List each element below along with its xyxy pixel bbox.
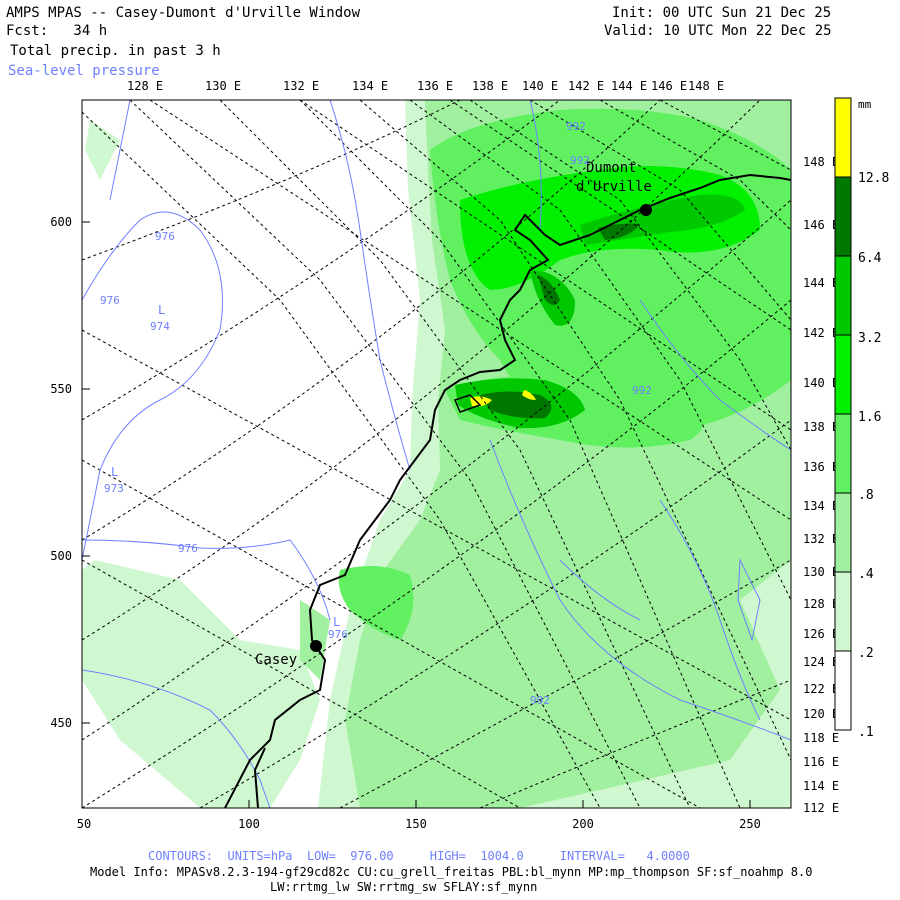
casey-station-dot: [310, 640, 322, 652]
svg-text:132 E: 132 E: [803, 532, 839, 546]
colorbar-labels: 12.8 6.4 3.2 1.6 .8 .4 .2 .1: [858, 171, 889, 740]
svg-text:600: 600: [50, 215, 72, 229]
svg-text:992: 992: [566, 120, 586, 133]
latlon-grid: [82, 100, 791, 808]
svg-text:450: 450: [50, 716, 72, 730]
svg-text:128 E: 128 E: [803, 597, 839, 611]
forecast-hour: Fcst: 34 h: [6, 23, 108, 39]
colorbar-unit: mm: [858, 98, 872, 111]
svg-text:.2: .2: [858, 646, 874, 661]
colorbar-box: [834, 334, 852, 415]
svg-text:140 E: 140 E: [803, 376, 839, 390]
svg-text:1.6: 1.6: [858, 410, 881, 425]
model-info: Model Info: MPASv8.2.3-194-gf29cd82c CU:…: [90, 865, 813, 879]
casey-label: Casey: [255, 652, 297, 668]
svg-text:126 E: 126 E: [803, 627, 839, 641]
svg-text:130 E: 130 E: [205, 79, 241, 93]
svg-text:500: 500: [50, 549, 72, 563]
svg-text:976: 976: [178, 542, 198, 555]
colorbar-box: [834, 176, 852, 257]
map-title: AMPS MPAS -- Casey-Dumont d'Urville Wind…: [6, 5, 361, 21]
svg-text:976: 976: [100, 294, 120, 307]
contour-labels: 976 976 974 973 976 976 992 992 992 992: [100, 120, 652, 707]
svg-text:L: L: [158, 303, 165, 317]
colorbar: mm 12.8 6.4 3.2 1.6 .8 .4 .2 .1: [834, 97, 889, 740]
svg-text:L: L: [333, 615, 340, 629]
coastline: [224, 173, 791, 808]
svg-text:150: 150: [405, 817, 427, 831]
svg-text:100: 100: [238, 817, 260, 831]
svg-text:200: 200: [572, 817, 594, 831]
svg-text:976: 976: [155, 230, 175, 243]
svg-text:142 E: 142 E: [568, 79, 604, 93]
svg-text:550: 550: [50, 382, 72, 396]
colorbar-box: [834, 97, 852, 178]
dumont-durville-station-dot: [640, 204, 652, 216]
svg-text:.8: .8: [858, 488, 874, 503]
svg-text:118 E: 118 E: [803, 731, 839, 745]
svg-text:132 E: 132 E: [283, 79, 319, 93]
top-longitude-labels: 128 E 130 E 132 E 134 E 136 E 138 E 140 …: [127, 79, 724, 93]
precip-shading: [82, 100, 791, 808]
svg-text:120 E: 120 E: [803, 707, 839, 721]
svg-text:6.4: 6.4: [858, 251, 882, 266]
svg-text:976: 976: [328, 628, 348, 641]
colorbar-box: [834, 650, 852, 731]
svg-text:130 E: 130 E: [803, 565, 839, 579]
right-longitude-labels: 148 E 146 E 144 E 142 E 140 E 138 E 136 …: [803, 155, 839, 815]
svg-text:144 E: 144 E: [803, 276, 839, 290]
svg-text:134 E: 134 E: [352, 79, 388, 93]
svg-text:973: 973: [104, 482, 124, 495]
svg-text:L: L: [111, 465, 118, 479]
overlay-name: Sea-level pressure: [8, 63, 160, 79]
svg-text:122 E: 122 E: [803, 682, 839, 696]
svg-text:112 E: 112 E: [803, 801, 839, 815]
svg-text:124 E: 124 E: [803, 655, 839, 669]
x-axis-labels: 50 100 150 200 250: [77, 817, 761, 831]
dumont-label-line1: Dumont: [586, 160, 637, 176]
valid-time: Valid: 10 UTC Mon 22 Dec 25: [604, 23, 832, 39]
svg-text:12.8: 12.8: [858, 171, 889, 186]
svg-text:146 E: 146 E: [651, 79, 687, 93]
svg-text:128 E: 128 E: [127, 79, 163, 93]
svg-text:146 E: 146 E: [803, 218, 839, 232]
svg-text:148 E: 148 E: [803, 155, 839, 169]
contours-info: CONTOURS: UNITS=hPa LOW= 976.00 HIGH= 10…: [148, 849, 690, 863]
init-time: Init: 00 UTC Sun 21 Dec 25: [612, 5, 832, 21]
svg-text:136 E: 136 E: [803, 460, 839, 474]
svg-text:114 E: 114 E: [803, 779, 839, 793]
svg-text:.4: .4: [858, 567, 874, 582]
pressure-contours: [82, 100, 791, 808]
svg-text:992: 992: [530, 694, 550, 707]
svg-text:3.2: 3.2: [858, 331, 881, 346]
axis-ticks: [81, 221, 751, 808]
colorbar-box: [834, 255, 852, 336]
field-name: Total precip. in past 3 h: [10, 43, 221, 59]
svg-text:.1: .1: [858, 725, 874, 740]
svg-text:144 E: 144 E: [611, 79, 647, 93]
svg-text:992: 992: [570, 154, 590, 167]
colorbar-box: [834, 413, 852, 494]
svg-text:148 E: 148 E: [688, 79, 724, 93]
svg-text:138 E: 138 E: [803, 420, 839, 434]
svg-text:992: 992: [632, 384, 652, 397]
svg-text:974: 974: [150, 320, 170, 333]
svg-text:116 E: 116 E: [803, 755, 839, 769]
dumont-label-line2: d'Urville: [576, 179, 652, 195]
svg-text:250: 250: [739, 817, 761, 831]
svg-text:136 E: 136 E: [417, 79, 453, 93]
y-axis-labels: 600 550 500 450: [50, 215, 72, 730]
map-frame: [81, 99, 792, 809]
colorbar-box: [834, 492, 852, 573]
svg-text:134 E: 134 E: [803, 499, 839, 513]
svg-text:142 E: 142 E: [803, 326, 839, 340]
low-pressure-markers: L L L: [111, 303, 340, 629]
svg-text:50: 50: [77, 817, 91, 831]
svg-text:138 E: 138 E: [472, 79, 508, 93]
colorbar-box: [834, 571, 852, 652]
model-info-2: LW:rrtmg_lw SW:rrtmg_sw SFLAY:sf_mynn: [270, 880, 538, 894]
svg-text:140 E: 140 E: [522, 79, 558, 93]
